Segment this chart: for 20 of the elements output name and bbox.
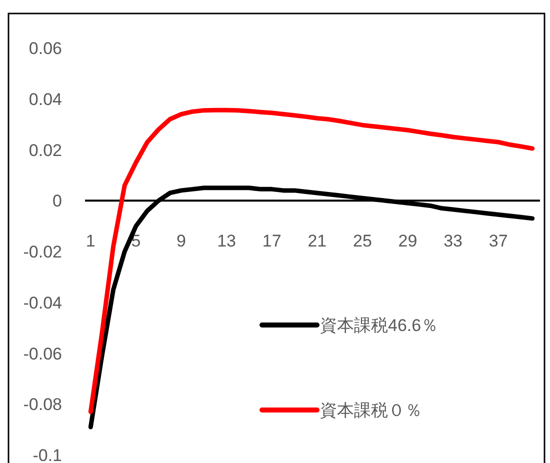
x-tick-label: 29 xyxy=(398,232,418,251)
y-tick-label: -0.06 xyxy=(23,344,62,364)
y-tick-label: 0.04 xyxy=(28,90,62,109)
legend-label: 資本課税０％ xyxy=(320,401,422,420)
legend-label: 資本課税46.6％ xyxy=(320,316,438,335)
x-tick-label: 25 xyxy=(353,232,372,251)
x-tick-label: 17 xyxy=(262,232,282,251)
y-tick-label: 0.02 xyxy=(28,140,62,160)
x-tick-label: 9 xyxy=(176,232,186,251)
y-tick-label: -0.1 xyxy=(32,446,62,463)
x-tick-label: 33 xyxy=(444,232,463,251)
y-tick-label: -0.02 xyxy=(23,242,62,262)
x-tick-label: 21 xyxy=(308,232,327,251)
x-tick-label: 13 xyxy=(217,232,236,251)
y-tick-label: 0.06 xyxy=(28,39,62,58)
y-tick-label: 0 xyxy=(52,192,62,211)
y-tick-label: -0.04 xyxy=(23,293,62,312)
y-tick-label: -0.08 xyxy=(23,395,62,414)
x-tick-label: 1 xyxy=(86,232,96,251)
x-tick-label: 37 xyxy=(488,232,508,251)
